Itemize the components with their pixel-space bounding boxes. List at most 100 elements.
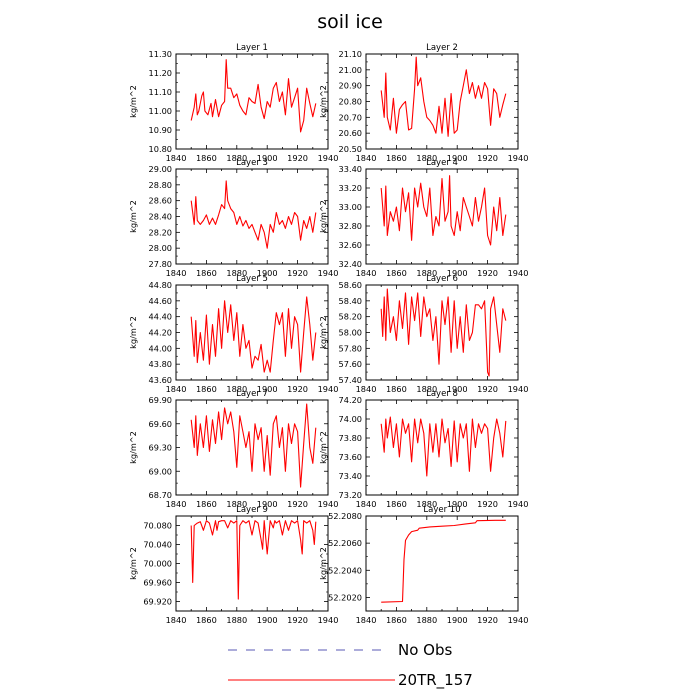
x-tick-label: 1900 bbox=[447, 384, 468, 394]
x-tick-label: 1880 bbox=[226, 268, 247, 278]
x-tick-label: 1920 bbox=[287, 268, 308, 278]
y-tick-label: 52.2060 bbox=[328, 538, 362, 548]
y-tick-label: 69.60 bbox=[149, 419, 172, 429]
y-tick-label: 57.60 bbox=[339, 359, 362, 369]
series-line bbox=[380, 416, 507, 477]
panel-layer-9: Layer 9 1840 1860 1880 1900 1920 1940 69.920 69.… bbox=[128, 505, 338, 625]
legend-entry-no-obs: No Obs bbox=[228, 641, 452, 659]
figure-title: soil ice bbox=[317, 11, 383, 33]
x-tick-label: 1840 bbox=[166, 384, 187, 394]
y-tick-label: 20.60 bbox=[339, 128, 362, 138]
x-tick-label: 1880 bbox=[226, 153, 247, 163]
y-tick-label: 28.80 bbox=[149, 180, 172, 190]
panel-title: Layer 2 bbox=[426, 43, 458, 53]
y-tick-label: 11.00 bbox=[149, 106, 172, 116]
y-tick-label: 73.80 bbox=[339, 433, 362, 443]
x-tick-label: 1880 bbox=[226, 615, 247, 625]
y-axis-label: kg/m^2 bbox=[318, 200, 328, 233]
y-tick-label: 69.00 bbox=[149, 466, 172, 476]
x-tick-label: 1920 bbox=[477, 268, 498, 278]
y-tick-label: 33.00 bbox=[339, 202, 362, 212]
x-tick-label: 1900 bbox=[447, 268, 468, 278]
x-tick-label: 1920 bbox=[287, 153, 308, 163]
y-tick-label: 20.80 bbox=[339, 97, 362, 107]
legend-entry-20tr-157: 20TR_157 bbox=[228, 671, 473, 690]
plot-frame bbox=[175, 168, 329, 265]
x-tick-label: 1840 bbox=[166, 499, 187, 509]
x-tick-label: 1920 bbox=[477, 153, 498, 163]
y-tick-label: 20.70 bbox=[339, 112, 362, 122]
panel-title: Layer 6 bbox=[426, 274, 458, 284]
y-tick-label: 20.90 bbox=[339, 81, 362, 91]
y-tick-label: 57.40 bbox=[339, 375, 362, 385]
y-tick-label: 70.080 bbox=[143, 521, 172, 531]
series-line bbox=[380, 56, 507, 137]
x-tick-label: 1860 bbox=[196, 499, 217, 509]
x-tick-label: 1860 bbox=[386, 499, 407, 509]
panel-title: Layer 8 bbox=[426, 389, 458, 399]
x-tick-label: 1900 bbox=[257, 153, 278, 163]
panel-layer-1: Layer 1 1840 1860 1880 1900 1920 1940 10.80 10.9… bbox=[128, 43, 338, 163]
x-tick-label: 1880 bbox=[416, 615, 437, 625]
plot-frame bbox=[365, 284, 519, 381]
y-tick-label: 32.60 bbox=[339, 240, 362, 250]
y-tick-label: 44.60 bbox=[149, 296, 172, 306]
x-tick-label: 1880 bbox=[416, 499, 437, 509]
x-tick-label: 1940 bbox=[318, 153, 339, 163]
x-tick-label: 1860 bbox=[386, 268, 407, 278]
x-tick-label: 1900 bbox=[447, 153, 468, 163]
y-tick-label: 44.20 bbox=[149, 328, 172, 338]
y-tick-label: 70.000 bbox=[143, 559, 172, 569]
y-tick-label: 69.90 bbox=[149, 395, 172, 405]
y-tick-label: 33.20 bbox=[339, 183, 362, 193]
y-axis-label: kg/m^2 bbox=[318, 547, 328, 580]
series-line bbox=[190, 296, 317, 373]
panel-layer-7: Layer 7 1840 1860 1880 1900 1920 1940 68.70 69.0… bbox=[128, 389, 338, 509]
y-axis-label: kg/m^2 bbox=[318, 316, 328, 349]
y-tick-label: 21.10 bbox=[339, 49, 362, 59]
x-tick-label: 1900 bbox=[257, 268, 278, 278]
y-tick-label: 58.40 bbox=[339, 296, 362, 306]
series-line bbox=[380, 288, 507, 377]
y-tick-label: 43.80 bbox=[149, 359, 172, 369]
y-tick-label: 73.20 bbox=[339, 490, 362, 500]
y-tick-label: 11.10 bbox=[149, 87, 172, 97]
plot-frame bbox=[175, 399, 329, 496]
y-tick-label: 10.90 bbox=[149, 125, 172, 135]
x-tick-label: 1940 bbox=[318, 384, 339, 394]
x-tick-label: 1900 bbox=[257, 615, 278, 625]
panel-title: Layer 9 bbox=[236, 505, 268, 515]
x-tick-label: 1880 bbox=[226, 384, 247, 394]
x-tick-label: 1940 bbox=[508, 153, 529, 163]
series-line bbox=[190, 180, 317, 249]
y-tick-label: 52.2020 bbox=[328, 592, 362, 602]
x-tick-label: 1940 bbox=[508, 384, 529, 394]
legend: No Obs 20TR_157 bbox=[228, 641, 473, 690]
series-line bbox=[190, 59, 317, 133]
panel-title: Layer 1 bbox=[236, 43, 268, 53]
x-tick-label: 1880 bbox=[416, 384, 437, 394]
y-tick-label: 43.60 bbox=[149, 375, 172, 385]
panel-title: Layer 3 bbox=[236, 158, 268, 168]
x-tick-label: 1840 bbox=[356, 384, 377, 394]
panels-group: Layer 1 1840 1860 1880 1900 1920 1940 10.80 10.9… bbox=[128, 43, 528, 625]
series-line bbox=[190, 403, 317, 488]
x-tick-label: 1940 bbox=[508, 499, 529, 509]
y-tick-label: 44.00 bbox=[149, 343, 172, 353]
y-tick-label: 29.00 bbox=[149, 164, 172, 174]
y-tick-label: 28.20 bbox=[149, 227, 172, 237]
y-tick-label: 58.00 bbox=[339, 328, 362, 338]
x-tick-label: 1840 bbox=[166, 615, 187, 625]
legend-label-20tr-157: 20TR_157 bbox=[398, 671, 473, 690]
panel-title: Layer 4 bbox=[426, 158, 458, 168]
legend-label-no-obs: No Obs bbox=[398, 641, 452, 659]
y-axis-label: kg/m^2 bbox=[128, 316, 138, 349]
x-tick-label: 1840 bbox=[166, 153, 187, 163]
x-tick-label: 1900 bbox=[447, 499, 468, 509]
series-line bbox=[381, 519, 506, 603]
y-tick-label: 58.20 bbox=[339, 312, 362, 322]
x-tick-label: 1860 bbox=[196, 268, 217, 278]
panel-layer-5: Layer 5 1840 1860 1880 1900 1920 1940 43.60 43.8… bbox=[128, 274, 338, 394]
